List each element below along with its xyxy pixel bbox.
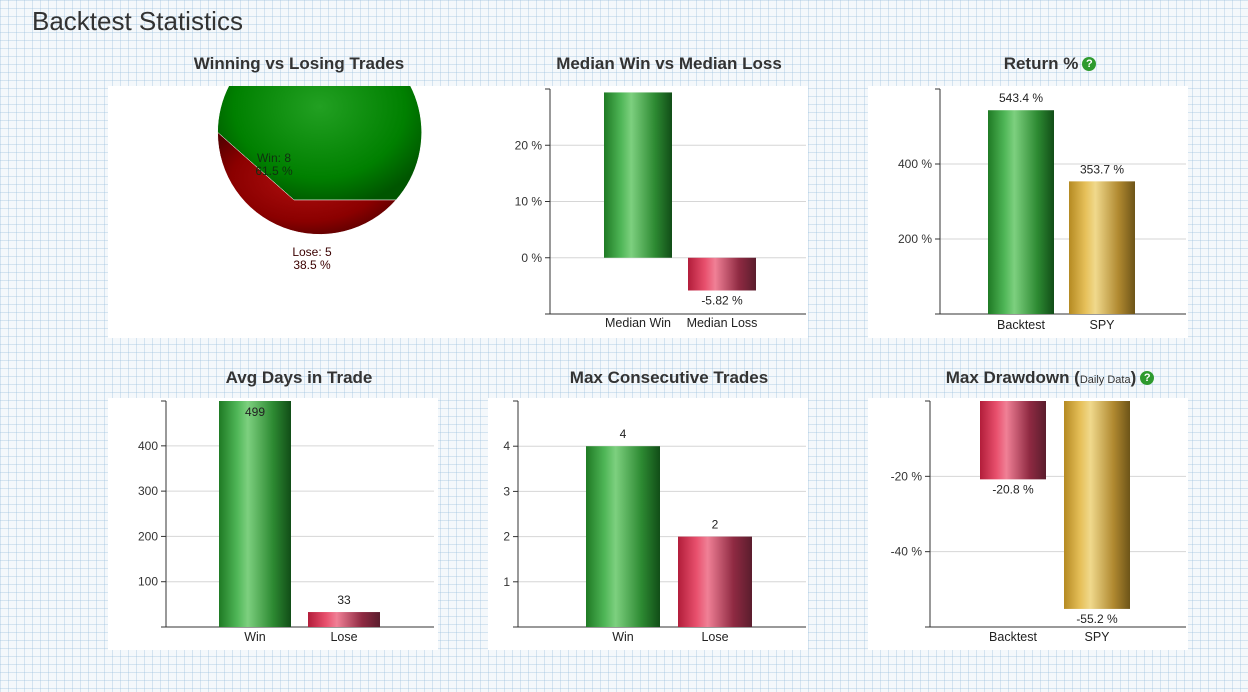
bar-lose [678,536,752,627]
category-label: Median Loss [687,316,758,330]
y-tick-label: 20 % [515,138,543,152]
pie-chart-svg: Win: 8 61.5 % Lose: 5 38.5 % [217,30,422,272]
median-chart-panel: 0 % 10 % 20 % 29.39 % Median Win -5.82 % Media… [488,73,808,338]
pie-slice-lose [217,131,397,235]
pie-label-win-bottom: 61.5 % [255,164,293,178]
chart-title-text: Avg Days in Trade [225,368,373,387]
avg-days-chart-panel: 100 200 300 400 499 Win 33 Lose [108,398,438,650]
grid-lines [550,144,806,259]
y-tick-label: 300 [138,484,158,498]
chart-title-text: Return % [1003,54,1079,73]
max-consecutive-chart-svg: 1 2 3 4 4 Win 2 Lose [503,400,806,644]
chart-title-max-consecutive: Max Consecutive Trades [519,368,819,388]
chart-title-max-drawdown: Max Drawdown (Daily Data)? [900,368,1200,388]
y-tick-label: 200 % [898,232,932,246]
data-label: 4 [620,427,627,441]
y-tick-label: 200 [138,529,158,543]
category-label: Lose [701,630,728,644]
pie-label-win-top: Win: 8 [257,151,291,165]
category-label: Lose [330,630,357,644]
y-tick-label: 400 % [898,157,932,171]
category-label: Median Win [605,316,671,330]
median-chart-svg: 0 % 10 % 20 % 29.39 % Median Win -5.82 % Media… [515,73,806,330]
bar-spy [1069,181,1135,314]
page-title: Backtest Statistics [32,6,243,36]
grid-lines [518,445,806,583]
max-consecutive-chart-panel: 1 2 3 4 4 Win 2 Lose [488,398,808,650]
category-label: Backtest [997,318,1045,332]
bar-median-loss [688,257,756,291]
y-tick-label: 400 [138,439,158,453]
pie-chart-panel: Win: 8 61.5 % Lose: 5 38.5 % [108,30,488,338]
bar-median-win [604,92,672,258]
data-label: -55.2 % [1076,612,1118,626]
y-tick-label: 2 [503,530,510,544]
data-label: 543.4 % [999,91,1043,105]
pie-label-lose-bottom: 38.5 % [293,258,331,272]
chart-title-text: Winning vs Losing Trades [193,54,405,73]
y-tick-label: 10 % [515,195,543,209]
chart-title-text: Max Drawdown ( [945,368,1080,387]
data-label: -20.8 % [992,482,1034,496]
y-tick-label: -40 % [891,545,923,559]
bar-backtest [980,401,1046,480]
y-tick-label: 0 % [521,251,542,265]
grid-lines [940,163,1186,240]
max-drawdown-chart-svg: -20 % -40 % -20.8 % Backtest -55.2 % SPY [891,400,1186,644]
chart-title-text: Median Win vs Median Loss [556,54,782,73]
y-tick-label: 1 [503,575,510,589]
bar-win [219,401,291,627]
bar-lose [308,612,380,627]
chart-title-winning-losing: Winning vs Losing Trades [149,54,449,74]
category-label: SPY [1089,318,1115,332]
data-label: 353.7 % [1080,162,1124,176]
grid-lines [930,475,1186,553]
chart-title-subtext: Daily Data [1079,374,1131,386]
category-label: Win [244,630,266,644]
y-tick-label: 3 [503,484,510,498]
bar-spy [1064,401,1130,609]
data-label: 499 [245,405,265,419]
chart-title-median-win-loss: Median Win vs Median Loss [519,54,819,74]
chart-title-avg-days: Avg Days in Trade [149,368,449,388]
return-chart-svg: 200 % 400 % 543.4 % Backtest 353.7 % SPY [898,88,1186,332]
chart-title-return: Return %? [900,54,1200,74]
y-tick-label: -20 % [891,469,923,483]
data-label: -5.82 % [701,293,743,307]
chart-title-close: ) [1130,368,1137,387]
category-label: Backtest [989,630,1037,644]
chart-title-text: Max Consecutive Trades [569,368,769,387]
category-label: Win [612,630,634,644]
max-drawdown-chart-panel: -20 % -40 % -20.8 % Backtest -55.2 % SPY [868,398,1188,650]
data-label: 2 [712,518,719,532]
y-tick-label: 4 [503,439,510,453]
pie-label-lose-top: Lose: 5 [292,245,332,259]
help-icon[interactable]: ? [1082,57,1097,71]
bar-win [586,446,660,627]
avg-days-chart-svg: 100 200 300 400 499 Win 33 Lose [138,400,434,644]
category-label: SPY [1084,630,1110,644]
data-label: 33 [337,593,351,607]
help-icon[interactable]: ? [1140,371,1155,385]
y-tick-label: 100 [138,575,158,589]
return-chart-panel: 200 % 400 % 543.4 % Backtest 353.7 % SPY [868,86,1188,338]
data-label: 29.39 % [616,86,660,87]
bar-backtest [988,110,1054,314]
grid-lines [166,445,434,583]
